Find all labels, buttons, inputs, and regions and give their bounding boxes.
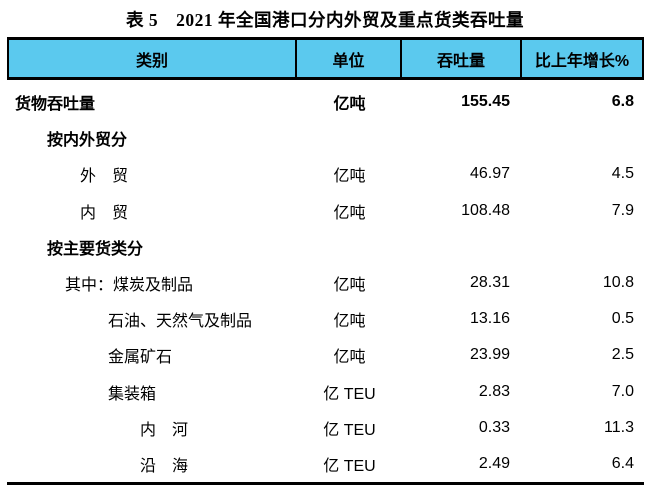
throughput-cell: 108.48	[461, 201, 510, 219]
growth-cell: 7.0	[611, 382, 634, 400]
throughput-cell: 23.99	[469, 346, 510, 364]
category-cell: 集装箱	[108, 385, 157, 403]
category-cell: 按内外贸分	[47, 132, 128, 150]
unit-cell: 亿吨	[333, 349, 366, 367]
growth-cell: 10.8	[602, 274, 634, 292]
throughput-cell: 155.45	[461, 93, 510, 111]
unit-cell: 亿吨	[333, 168, 366, 186]
unit-cell: 亿吨	[333, 313, 366, 331]
throughput-cell: 13.16	[469, 310, 510, 328]
table-row: 按主要货类分	[7, 229, 644, 265]
statistics-table: 类别 单位 吞吐量 比上年增长% 货物吞吐量 亿吨 155.45 6.8 按内外…	[7, 37, 644, 486]
category-cell: 金属矿石	[108, 349, 173, 367]
category-cell: 沿 海	[140, 457, 189, 475]
unit-cell: 亿 TEU	[323, 457, 376, 475]
table-row: 货物吞吐量 亿吨 155.45 6.8	[7, 84, 644, 120]
table-row: 沿 海 亿 TEU 2.49 6.4	[7, 446, 644, 482]
growth-cell: 4.5	[611, 165, 634, 183]
table-row: 内 河 亿 TEU 0.33 11.3	[7, 410, 644, 446]
table-body: 货物吞吐量 亿吨 155.45 6.8 按内外贸分 外 贸 亿吨 46.97 4…	[7, 80, 644, 486]
unit-cell: 亿吨	[333, 204, 366, 222]
table-title: 表 5 2021 年全国港口分内外贸及重点货类吞吐量	[126, 10, 524, 30]
header-growth: 比上年增长%	[534, 52, 630, 70]
category-cell: 外 贸	[80, 168, 129, 186]
growth-cell: 6.4	[611, 454, 634, 472]
category-cell: 内 河	[140, 421, 189, 439]
throughput-cell: 46.97	[469, 165, 510, 183]
throughput-cell: 28.31	[469, 274, 510, 292]
unit-cell: 亿吨	[333, 277, 366, 295]
unit-cell: 亿 TEU	[323, 421, 376, 439]
throughput-cell: 2.49	[478, 454, 510, 472]
growth-cell: 0.5	[611, 310, 634, 328]
growth-cell: 11.3	[604, 418, 634, 436]
category-cell: 货物吞吐量	[15, 96, 96, 114]
throughput-cell: 2.83	[478, 382, 510, 400]
header-unit: 单位	[297, 40, 402, 77]
unit-cell: 亿吨	[333, 96, 366, 114]
growth-cell: 6.8	[611, 93, 634, 111]
category-cell: 内 贸	[80, 204, 129, 222]
header-throughput: 吞吐量	[402, 40, 522, 77]
throughput-cell: 0.33	[478, 418, 510, 436]
table-row: 按内外贸分	[7, 120, 644, 156]
table-row: 其中：煤炭及制品 亿吨 28.31 10.8	[7, 265, 644, 301]
table-header-row: 类别 单位 吞吐量 比上年增长%	[7, 37, 644, 80]
category-cell: 其中：煤炭及制品	[65, 277, 194, 295]
unit-cell: 亿 TEU	[323, 385, 376, 403]
category-cell: 按主要货类分	[47, 240, 144, 258]
header-category: 类别	[9, 40, 297, 77]
category-cell: 石油、天然气及制品	[108, 313, 253, 331]
table-row: 石油、天然气及制品 亿吨 13.16 0.5	[7, 301, 644, 337]
table-row: 外 贸 亿吨 46.97 4.5	[7, 156, 644, 192]
table-row: 内 贸 亿吨 108.48 7.9	[7, 193, 644, 229]
growth-cell: 2.5	[611, 346, 634, 364]
table-row: 集装箱 亿 TEU 2.83 7.0	[7, 374, 644, 410]
table-row: 金属矿石 亿吨 23.99 2.5	[7, 337, 644, 373]
growth-cell: 7.9	[611, 201, 634, 219]
